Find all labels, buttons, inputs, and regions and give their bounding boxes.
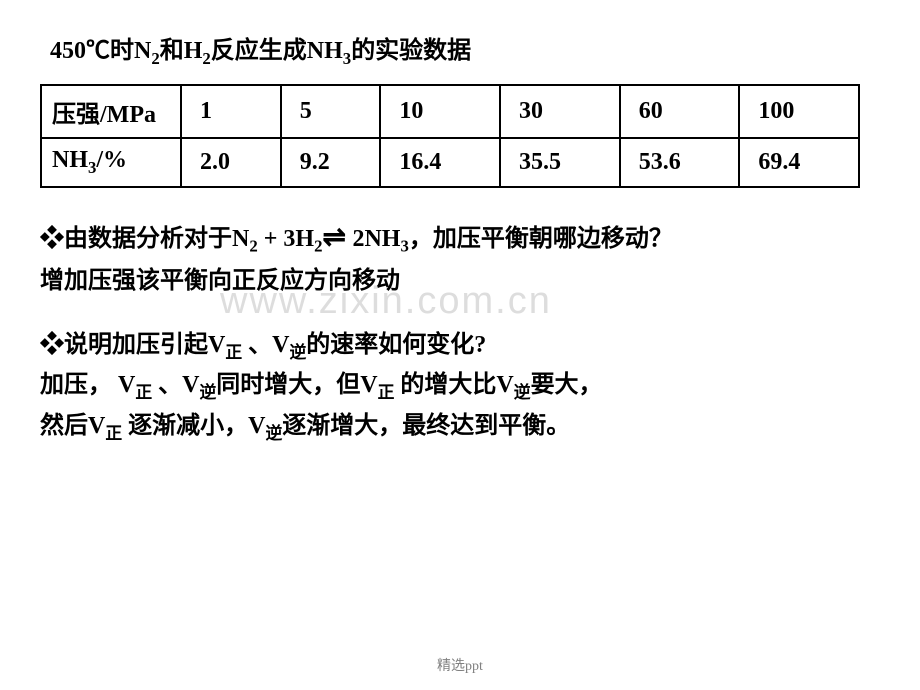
a2-text-4: 的增大比V: [394, 372, 513, 398]
q2-sub-1: 正: [225, 343, 242, 362]
table-cell: 10: [380, 85, 500, 138]
nh3-label-prefix: NH: [52, 147, 88, 173]
nh3-header: NH3/%: [41, 138, 181, 187]
a2-sub-4: 逆: [514, 383, 531, 402]
nh3-label-suffix: /%: [96, 147, 127, 173]
a2-text-2: 、V: [152, 372, 199, 398]
data-table: 压强/MPa 1 5 10 30 60 100 NH3/% 2.0 9.2 16…: [40, 84, 860, 188]
a2-sub-6: 逆: [265, 424, 282, 443]
q2-text-2: 、V: [242, 332, 289, 358]
a2-sub-5: 正: [105, 424, 122, 443]
a2-text-6: 然后V: [40, 413, 105, 439]
a2-text-8: 逐渐增大，最终达到平衡。: [282, 413, 570, 439]
table-cell: 69.4: [739, 138, 859, 187]
q1-sub-3: 3: [400, 236, 408, 255]
a2-text-5: 要大，: [531, 372, 603, 398]
pressure-header: 压强/MPa: [41, 85, 181, 138]
a2-sub-3: 正: [378, 383, 395, 402]
table-cell: 9.2: [281, 138, 381, 187]
table-cell: 1: [181, 85, 281, 138]
q1-sub-1: 2: [249, 236, 257, 255]
a2-sub-2: 逆: [199, 383, 216, 402]
q2-text-1: ❖说明加压引起V: [40, 332, 225, 358]
title-text-1: 450℃时N: [50, 38, 151, 64]
table-cell: 60: [620, 85, 740, 138]
q2-sub-2: 逆: [289, 343, 306, 362]
table-cell: 53.6: [620, 138, 740, 187]
table-cell: 2.0: [181, 138, 281, 187]
question-2: ❖说明加压引起V正 、V逆的速率如何变化?: [40, 326, 880, 367]
table-data-row: NH3/% 2.0 9.2 16.4 35.5 53.6 69.4: [41, 138, 859, 187]
title-sub-2: 2: [202, 49, 210, 68]
title-text-3: 反应生成NH: [211, 38, 343, 64]
a2-text-1: 加压， V: [40, 372, 135, 398]
page-title: 450℃时N2和H2反应生成NH3的实验数据: [50, 30, 880, 69]
table-header-row: 压强/MPa 1 5 10 30 60 100: [41, 85, 859, 138]
answer-2: 加压， V正 、V逆同时增大，但V正 的增大比V逆要大， 然后V正 逐渐减小，V…: [40, 366, 880, 447]
a2-text-7: 逐渐减小，V: [122, 413, 265, 439]
q1-text-1: ❖由数据分析对于N: [40, 226, 249, 252]
table-cell: 16.4: [380, 138, 500, 187]
equilibrium-icon: [322, 218, 352, 263]
question-1: ❖由数据分析对于N2 + 3H22NH3，加压平衡朝哪边移动？: [40, 218, 880, 263]
answer-1: 增加压强该平衡向正反应方向移动: [40, 262, 880, 300]
q1-text-3: 2NH: [352, 226, 400, 252]
q1-text-2: + 3H: [258, 226, 314, 252]
q1-text-4: ，加压平衡朝哪边移动？: [409, 226, 673, 252]
q2-text-3: 的速率如何变化?: [306, 332, 486, 358]
table-cell: 35.5: [500, 138, 620, 187]
table-cell: 30: [500, 85, 620, 138]
title-sub-3: 3: [343, 49, 351, 68]
a2-text-3: 同时增大，但V: [216, 372, 377, 398]
title-sub-1: 2: [151, 49, 159, 68]
a2-sub-1: 正: [135, 383, 152, 402]
title-text-4: 的实验数据: [351, 38, 471, 64]
title-text-2: 和H: [160, 38, 203, 64]
table-cell: 5: [281, 85, 381, 138]
table-cell: 100: [739, 85, 859, 138]
main-content: 450℃时N2和H2反应生成NH3的实验数据 压强/MPa 1 5 10 30 …: [40, 30, 880, 448]
footer-text: 精选ppt: [437, 655, 483, 675]
